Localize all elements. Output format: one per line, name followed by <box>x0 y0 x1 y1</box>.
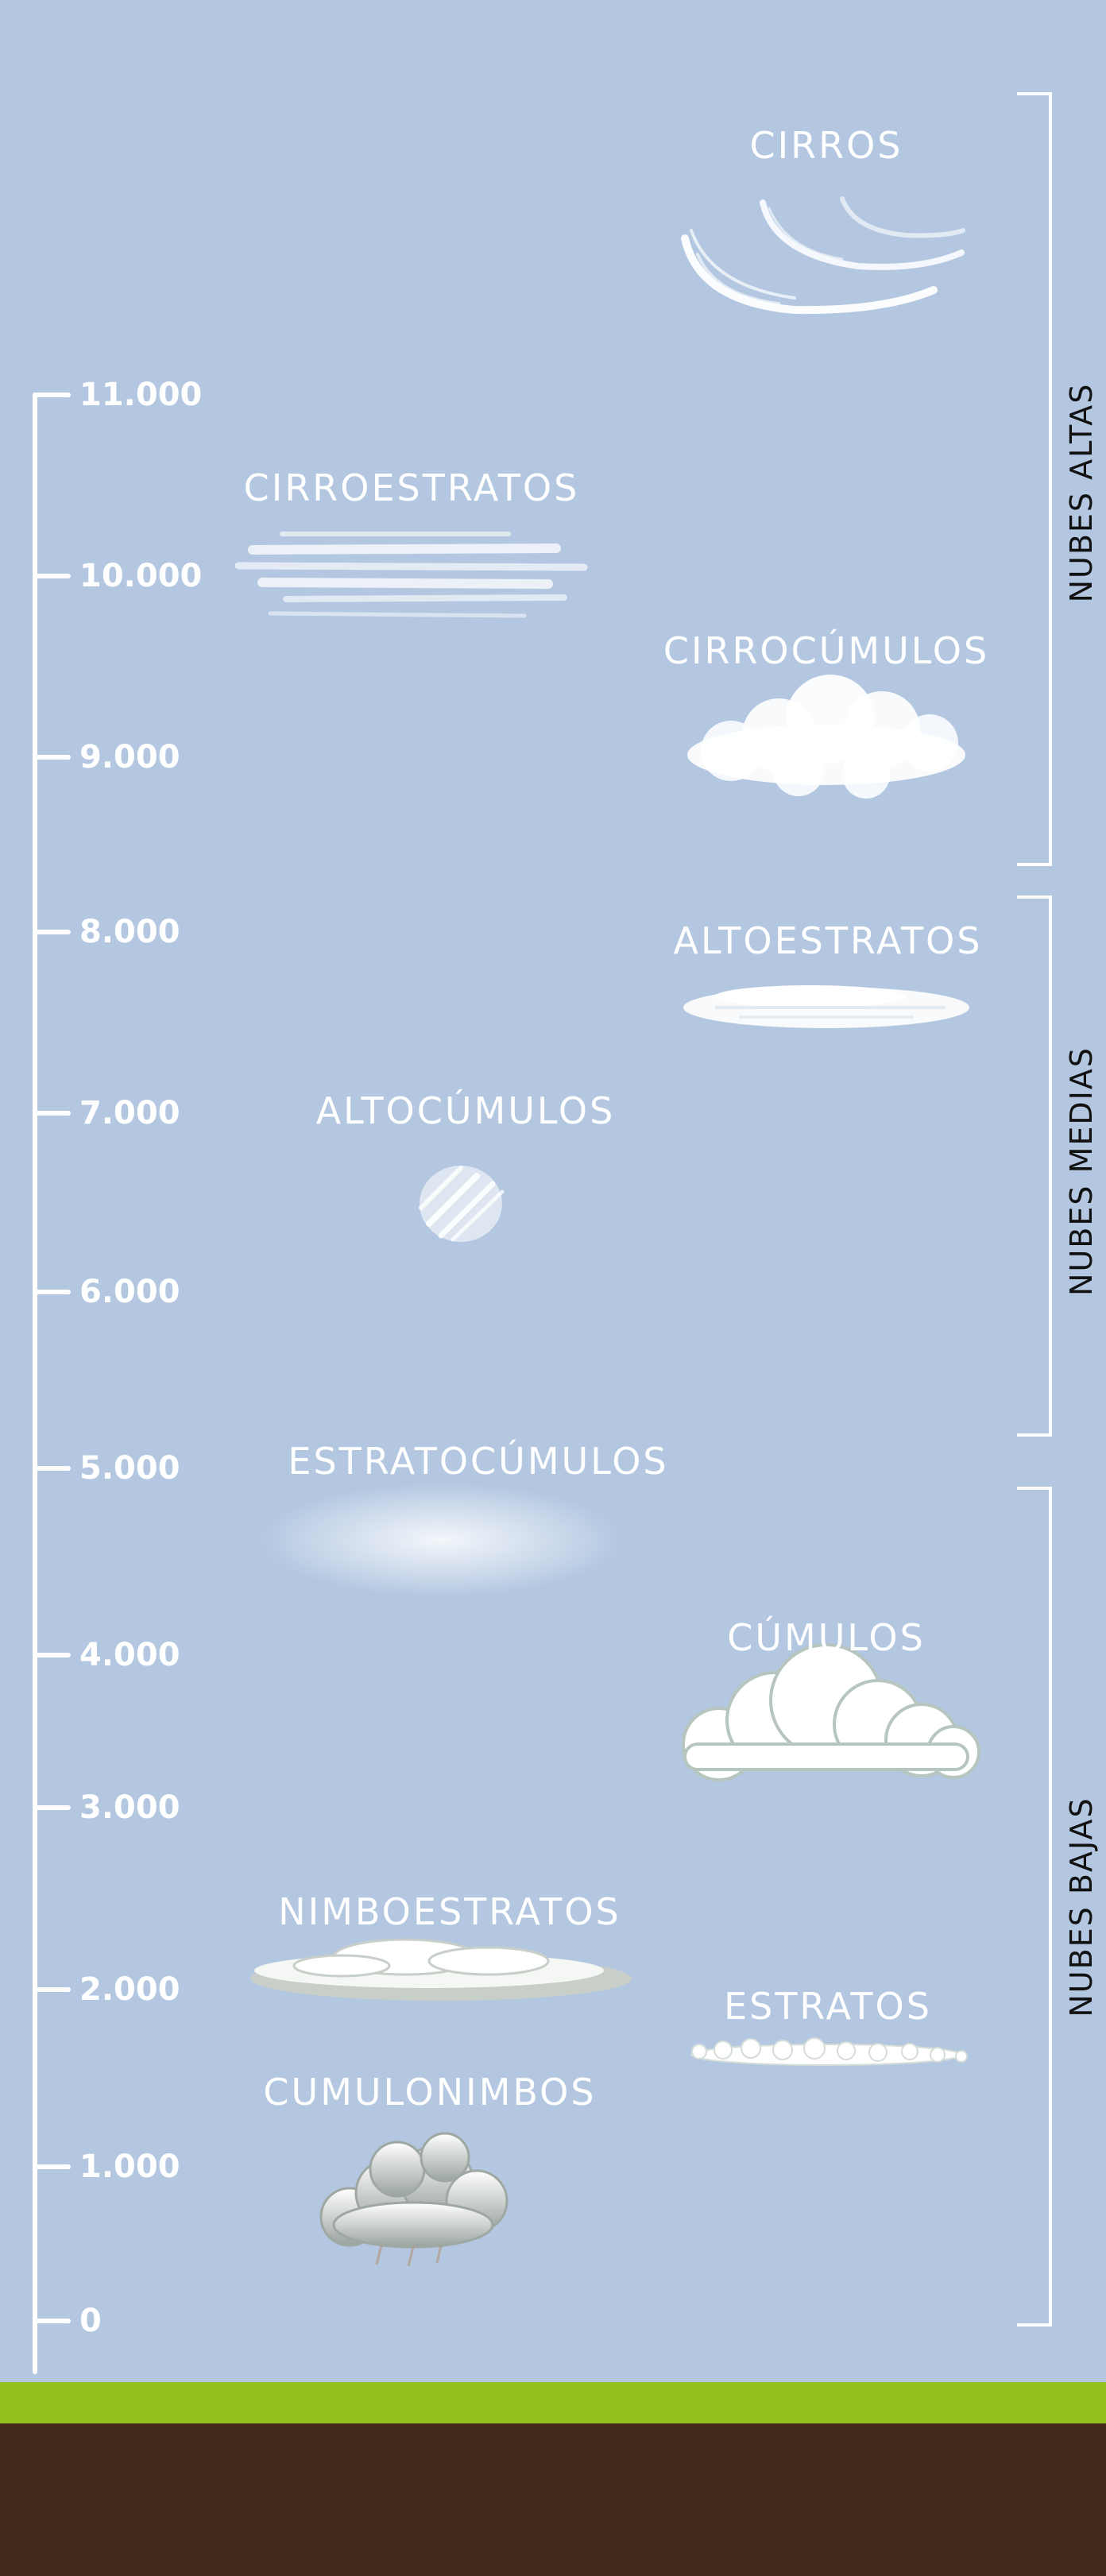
estratocumulos-cloud <box>258 1483 624 1597</box>
altitude-tick-6000: 6.000 <box>79 1274 180 1310</box>
altitude-tick-5000: 5.000 <box>79 1450 180 1487</box>
altitude-tick-2000: 2.000 <box>79 1971 180 2008</box>
group-label-medium: NUBES MEDIAS <box>1064 1046 1099 1296</box>
bracket-medium-clouds <box>1017 895 1052 1437</box>
altitude-axis <box>33 393 71 2374</box>
estratos-label: ESTRATOS <box>724 1985 932 2028</box>
altitude-tick-3000: 3.000 <box>79 1789 180 1826</box>
cumulos-label: CÚMULOS <box>727 1616 926 1659</box>
cirroestratos-label: CIRROESTRATOS <box>243 466 580 509</box>
nimboestratos-label: NIMBOESTRATOS <box>278 1890 621 1933</box>
altitude-tick-1000: 1.000 <box>79 2149 180 2185</box>
group-label-high: NUBES ALTAS <box>1064 382 1099 603</box>
altitude-tick-11000: 11.000 <box>79 377 203 413</box>
cirrocumulos-label: CIRROCÚMULOS <box>663 629 990 672</box>
cirros-cloud <box>681 196 965 315</box>
soil-ground <box>0 2423 1106 2576</box>
altocumulos-label: ALTOCÚMULOS <box>315 1089 616 1132</box>
cirroestratos-cloud <box>234 532 588 618</box>
grass-strip <box>0 2382 1106 2423</box>
altoestratos-cloud <box>683 985 969 1028</box>
altoestratos-label: ALTOESTRATOS <box>673 919 983 962</box>
cumulos-cloud <box>682 1643 980 1781</box>
altitude-tick-9000: 9.000 <box>79 739 180 776</box>
estratocumulos-label: ESTRATOCÚMULOS <box>288 1440 669 1483</box>
altitude-tick-10000: 10.000 <box>79 558 203 594</box>
altitude-tick-7000: 7.000 <box>79 1095 180 1131</box>
altocumulos-cloud <box>419 1166 505 1242</box>
cumulonimbos-label: CUMULONIMBOS <box>263 2071 597 2114</box>
cirrocumulos-cloud <box>687 675 965 799</box>
altitude-tick-4000: 4.000 <box>79 1637 180 1673</box>
nimboestratos-cloud <box>250 1938 632 2001</box>
altitude-tick-0: 0 <box>79 2303 102 2339</box>
cirros-label: CIRROS <box>749 124 903 167</box>
bracket-low-clouds <box>1017 1487 1052 2327</box>
estratos-cloud <box>690 2037 968 2066</box>
bracket-high-clouds <box>1017 92 1052 866</box>
group-label-low: NUBES BAJAS <box>1064 1797 1099 2017</box>
altitude-tick-8000: 8.000 <box>79 914 180 950</box>
cumulonimbos-cloud <box>319 2132 509 2267</box>
